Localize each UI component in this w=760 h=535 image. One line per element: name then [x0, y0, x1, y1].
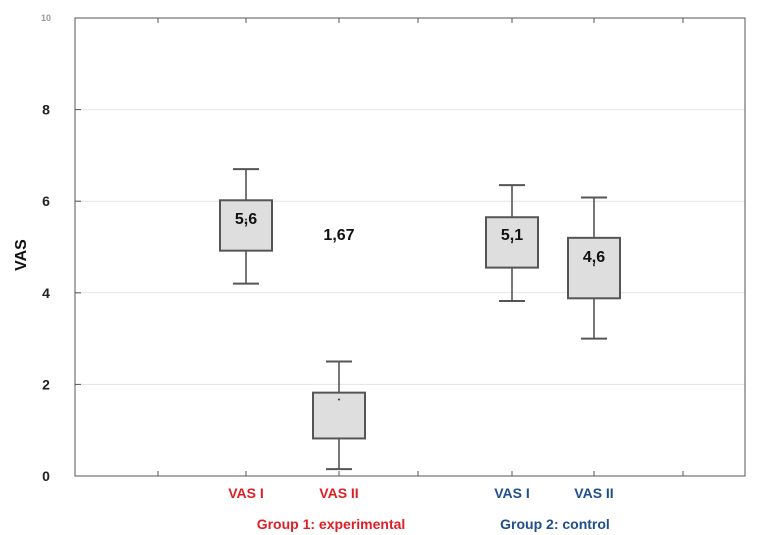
x-axis-categories: VAS I VAS II VAS I VAS II	[228, 485, 613, 501]
y-tick-label: 8	[42, 102, 50, 118]
box-3: 5,1	[485, 184, 539, 303]
median-point	[338, 398, 340, 401]
median-point	[593, 264, 595, 267]
plot-frame	[74, 17, 746, 477]
y-axis: 0 2 4 6 8 10	[41, 13, 684, 484]
box-2: 1,67	[312, 227, 366, 471]
y-tick-label: 0	[42, 468, 50, 484]
y-tick-label: 10	[41, 13, 51, 23]
y-tick-label: 2	[42, 376, 50, 392]
category-label: VAS II	[319, 485, 358, 501]
grid-layer	[75, 109, 745, 385]
median-label: 4,6	[583, 249, 605, 266]
group-labels: Group 1: experimental Group 2: control	[257, 516, 610, 532]
median-label: 5,1	[501, 227, 523, 244]
y-tick-label: 4	[42, 285, 50, 301]
box-4: 4,6	[567, 196, 621, 340]
group-label: Group 2: control	[500, 516, 610, 532]
box-iqr	[219, 199, 273, 252]
box-iqr	[567, 236, 621, 300]
median-label: 5,6	[235, 211, 257, 228]
box-layer: 5,6 1,67 5,1 4,6	[219, 168, 621, 471]
category-label: VAS I	[228, 485, 264, 501]
y-tick-label: 6	[42, 193, 50, 209]
median-point	[245, 218, 247, 221]
category-label: VAS I	[494, 485, 530, 501]
median-point	[511, 241, 513, 244]
y-axis-label: VAS	[13, 239, 30, 271]
category-label: VAS II	[574, 485, 613, 501]
group-label: Group 1: experimental	[257, 516, 406, 532]
median-label: 1,67	[323, 227, 354, 244]
box-1: 5,6	[219, 168, 273, 285]
